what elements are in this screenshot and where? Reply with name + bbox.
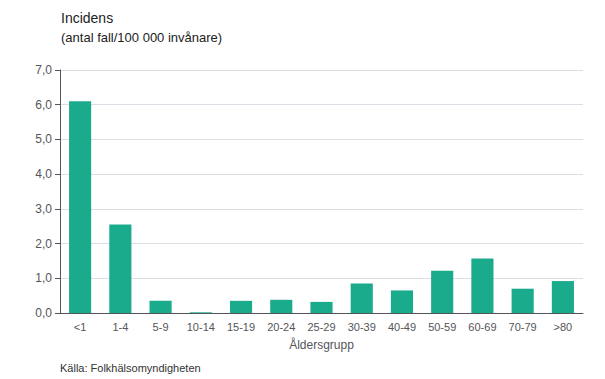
svg-text:4,0: 4,0 <box>35 167 52 181</box>
svg-text:25-29: 25-29 <box>307 321 335 333</box>
svg-text:5-9: 5-9 <box>153 321 169 333</box>
svg-text:<1: <1 <box>74 321 87 333</box>
svg-text:70-79: 70-79 <box>509 321 537 333</box>
svg-text:10-14: 10-14 <box>187 321 215 333</box>
svg-text:>80: >80 <box>554 321 573 333</box>
svg-text:1,0: 1,0 <box>35 271 52 285</box>
svg-text:Incidens: Incidens <box>61 10 113 26</box>
svg-text:3,0: 3,0 <box>35 202 52 216</box>
svg-text:2,0: 2,0 <box>35 237 52 251</box>
svg-text:6,0: 6,0 <box>35 98 52 112</box>
svg-text:30-39: 30-39 <box>348 321 376 333</box>
svg-text:1-4: 1-4 <box>112 321 128 333</box>
svg-text:60-69: 60-69 <box>468 321 496 333</box>
svg-text:5,0: 5,0 <box>35 132 52 146</box>
svg-text:15-19: 15-19 <box>227 321 255 333</box>
svg-text:50-59: 50-59 <box>428 321 456 333</box>
svg-text:(antal fall/100 000 invånare): (antal fall/100 000 invånare) <box>61 30 222 45</box>
svg-text:Källa: Folkhälsomyndigheten: Källa: Folkhälsomyndigheten <box>60 362 201 374</box>
svg-text:Åldersgrupp: Åldersgrupp <box>289 337 354 352</box>
svg-text:20-24: 20-24 <box>267 321 295 333</box>
svg-text:40-49: 40-49 <box>388 321 416 333</box>
svg-text:7,0: 7,0 <box>35 63 52 77</box>
svg-text:0,0: 0,0 <box>35 306 52 320</box>
